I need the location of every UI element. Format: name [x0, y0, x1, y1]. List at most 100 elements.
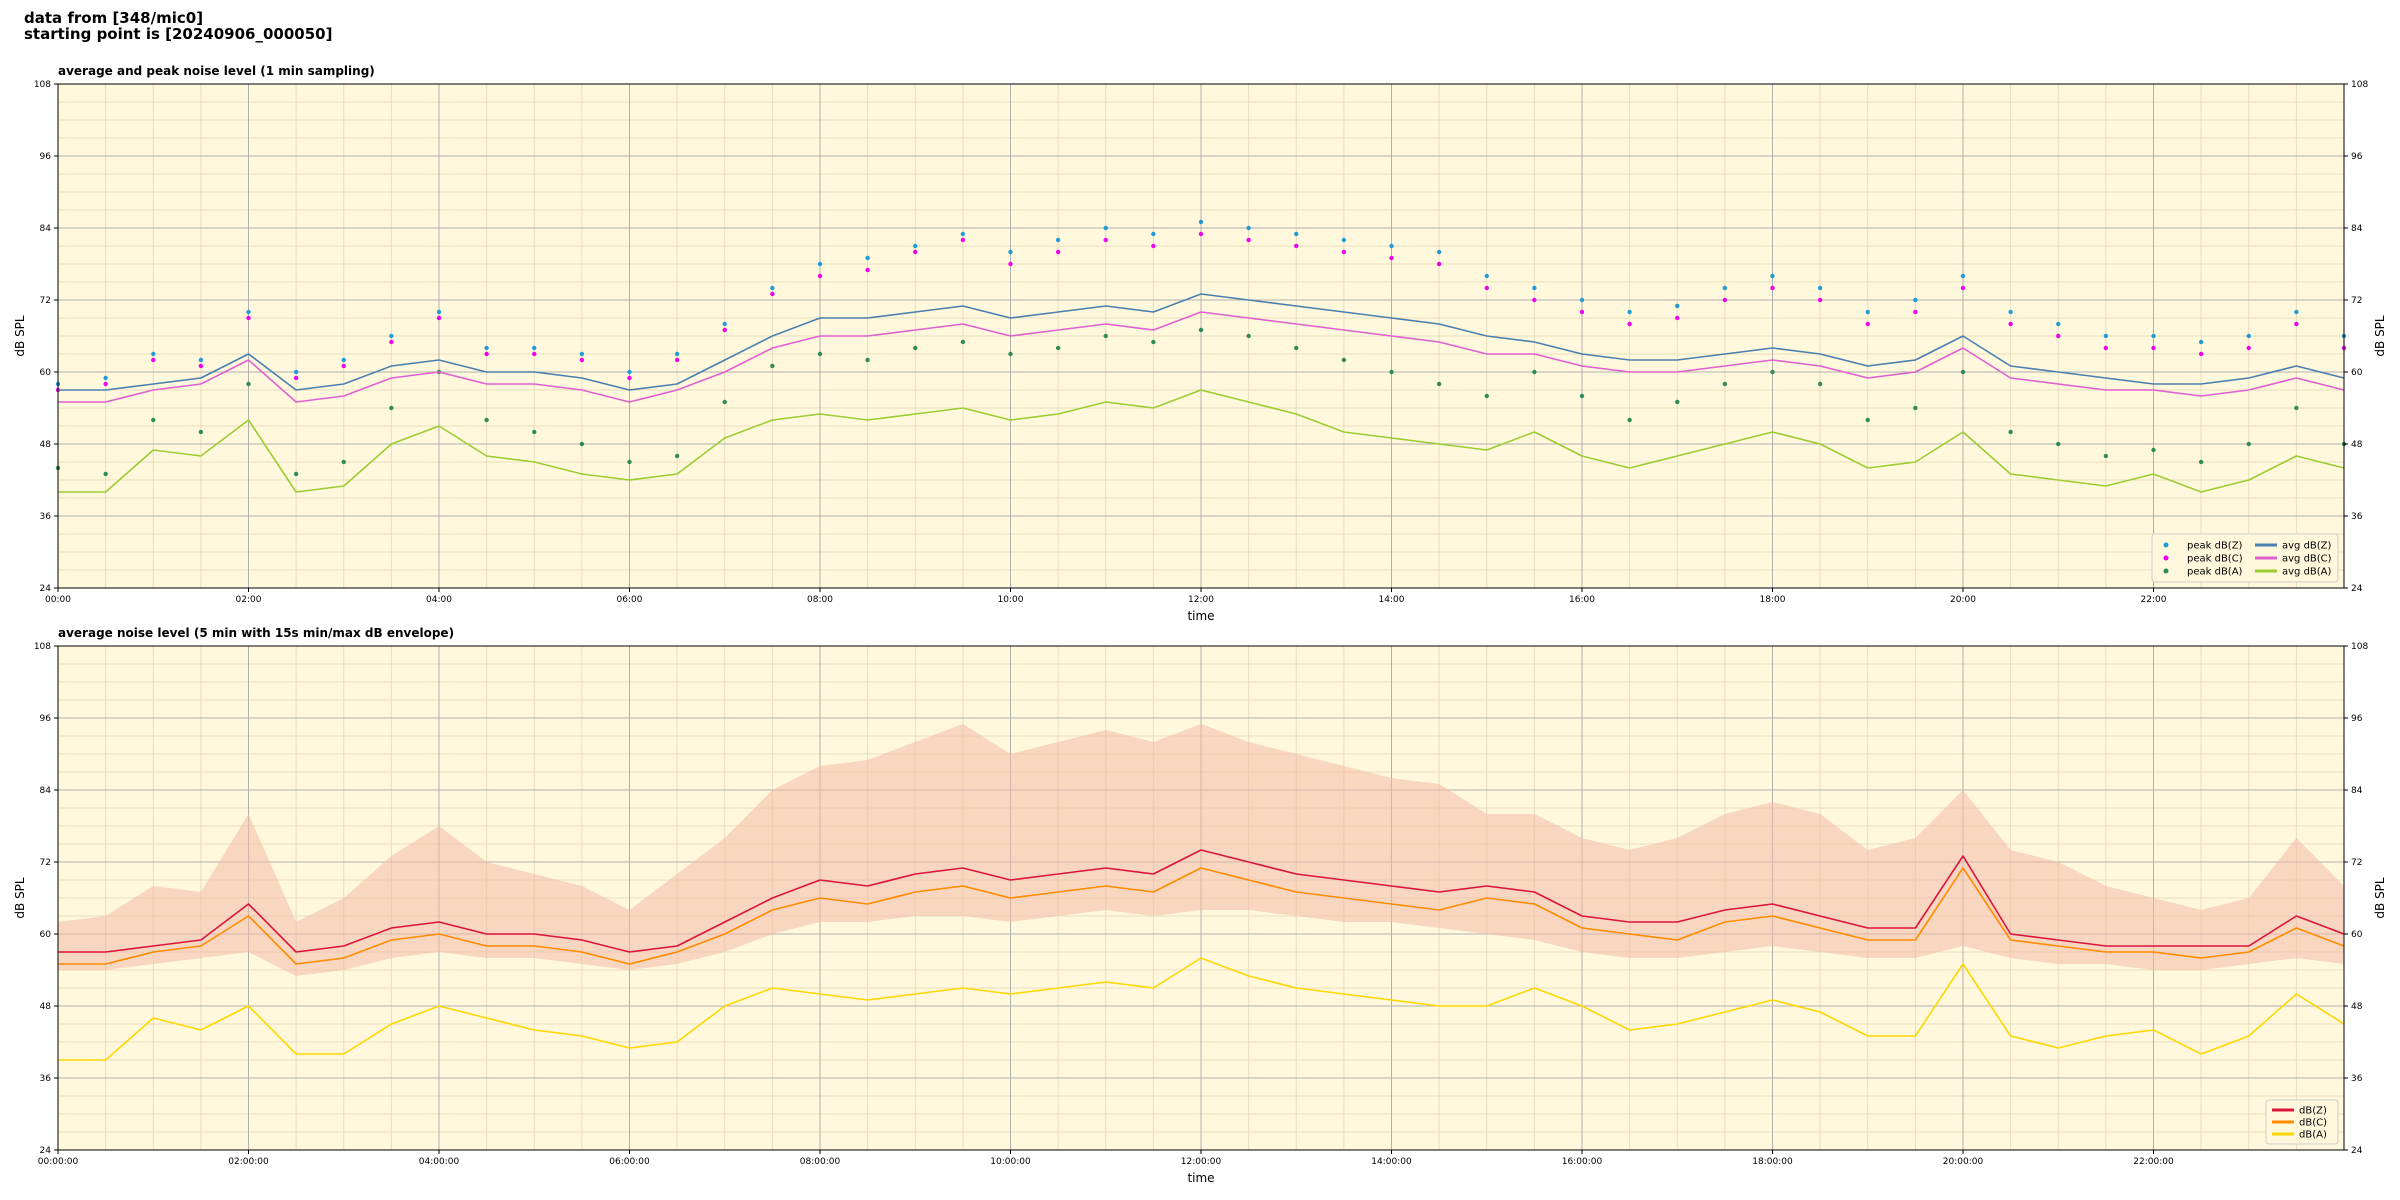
y-tick-label: 96	[40, 152, 52, 162]
series-peak-db-c-point	[1960, 285, 1966, 291]
legend-marker	[2163, 542, 2169, 548]
x-tick-label: 10:00:00	[990, 1157, 1031, 1167]
series-peak-db-a-point	[2198, 459, 2204, 465]
y-tick-label-right: 108	[2351, 80, 2368, 90]
series-peak-db-z-point	[1055, 237, 1061, 243]
series-peak-db-c-point	[1532, 297, 1537, 303]
series-peak-db-c-point	[389, 339, 394, 345]
series-peak-db-c-point	[151, 357, 156, 363]
series-peak-db-c-point	[1627, 321, 1632, 327]
series-peak-db-a-point	[2246, 441, 2251, 447]
series-peak-db-a-point	[1532, 369, 1537, 375]
series-peak-db-a-point	[1817, 381, 1823, 387]
series-peak-db-c-point	[2198, 351, 2204, 357]
series-peak-db-c-point	[2246, 345, 2251, 351]
y-tick-label: 60	[40, 368, 52, 378]
series-peak-db-a-point	[722, 399, 727, 405]
y-tick-label: 96	[40, 714, 52, 724]
y-tick-label-right: 60	[2351, 368, 2363, 378]
series-peak-db-c-point	[2151, 345, 2156, 351]
series-peak-db-a-point	[389, 405, 394, 411]
series-avg-db-a-line	[58, 389, 2345, 493]
series-peak-db-z-point	[293, 369, 299, 375]
series-peak-db-z-point	[960, 231, 966, 237]
series-peak-db-c-point	[1817, 297, 1823, 303]
y-tick-label-right: 84	[2351, 224, 2363, 234]
x-tick-label: 14:00:00	[1371, 1157, 1412, 1167]
series-peak-db-a-point	[1436, 381, 1442, 387]
series-peak-db-c-point	[436, 315, 442, 321]
x-tick-label: 12:00:00	[1181, 1157, 1222, 1167]
series-peak-db-c-point	[532, 351, 537, 357]
y-tick-label: 84	[40, 786, 52, 796]
series-peak-db-a-point	[1627, 417, 1632, 423]
x-tick-label: 00:00:00	[38, 1157, 79, 1167]
series-peak-db-z-point	[1246, 225, 1251, 231]
series-peak-db-z-point	[341, 357, 346, 363]
series-peak-db-c-point	[1294, 243, 1299, 249]
series-peak-db-c-point	[960, 237, 966, 243]
x-axis-label: time	[1187, 609, 1214, 623]
series-peak-db-a-point	[1722, 381, 1728, 387]
legend-label: peak dB(A)	[2187, 567, 2243, 578]
y-axis-label: dB SPL	[13, 315, 27, 357]
series-peak-db-c-point	[484, 351, 489, 357]
series-peak-db-a-point	[1246, 333, 1251, 339]
series-peak-db-z-point	[579, 351, 585, 357]
series-peak-db-c-point	[103, 381, 108, 387]
y-tick-label: 72	[40, 296, 51, 306]
x-tick-label: 22:00:00	[2133, 1157, 2174, 1167]
suptitle-line-2: starting point is [20240906_000050]	[24, 25, 333, 43]
series-peak-db-z-point	[1675, 303, 1680, 309]
x-tick-label: 20:00	[1950, 595, 1976, 605]
series-peak-db-z-point	[436, 309, 442, 315]
legend: dB(Z)dB(C)dB(A)	[2265, 1099, 2339, 1145]
series-peak-db-a-point	[1008, 351, 1013, 357]
x-tick-label: 00:00	[45, 595, 71, 605]
legend-label: avg dB(A)	[2282, 567, 2332, 578]
x-tick-label: 20:00:00	[1943, 1157, 1984, 1167]
series-avg-db-c-line	[58, 311, 2345, 403]
series-peak-db-z-point	[389, 333, 394, 339]
x-tick-label: 14:00	[1379, 595, 1405, 605]
series-peak-db-c-point	[1722, 297, 1728, 303]
series-peak-db-a-point	[1294, 345, 1299, 351]
series-peak-db-c-point	[1341, 249, 1347, 255]
legend-label: peak dB(Z)	[2187, 541, 2243, 552]
legend-marker	[2163, 555, 2169, 561]
y-tick-label: 108	[34, 80, 51, 90]
y-axis-label: dB SPL	[13, 877, 27, 919]
series-peak-db-z-point	[2198, 339, 2204, 345]
series-peak-db-z-point	[722, 321, 727, 327]
series-peak-db-c-point	[341, 363, 346, 369]
series-peak-db-a-point	[151, 417, 156, 423]
x-tick-label: 02:00	[236, 595, 262, 605]
series-peak-db-z-point	[1913, 297, 1918, 303]
series-peak-db-z-point	[1532, 285, 1537, 291]
x-axis-label: time	[1187, 1171, 1214, 1185]
series-peak-db-a-point	[341, 459, 346, 465]
x-tick-label: 06:00:00	[609, 1157, 650, 1167]
series-peak-db-z-point	[1579, 297, 1585, 303]
series-peak-db-a-point	[579, 441, 585, 447]
series-peak-db-a-point	[1055, 345, 1061, 351]
series-peak-db-z-point	[151, 351, 156, 357]
series-peak-db-c-point	[1579, 309, 1585, 315]
series-peak-db-c-point	[2008, 321, 2013, 327]
x-tick-label: 12:00	[1188, 595, 1214, 605]
series-peak-db-z-point	[2103, 333, 2109, 339]
series-peak-db-a-point	[865, 357, 870, 363]
series-avg-db-z-line	[58, 293, 2345, 391]
y-tick-label: 60	[40, 930, 52, 940]
series-peak-db-c-point	[722, 327, 727, 333]
x-tick-label: 04:00	[426, 595, 452, 605]
series-peak-db-c-point	[1484, 285, 1489, 291]
legend-label: avg dB(C)	[2282, 554, 2332, 565]
series-peak-db-z-point	[770, 285, 775, 291]
series-peak-db-c-point	[1865, 321, 1870, 327]
series-db-c-line	[58, 867, 2345, 965]
series-peak-db-a-point	[532, 429, 537, 435]
series-peak-db-z-point	[2056, 321, 2061, 327]
series-peak-db-c-point	[817, 273, 823, 279]
y-tick-label-right: 72	[2351, 858, 2362, 868]
